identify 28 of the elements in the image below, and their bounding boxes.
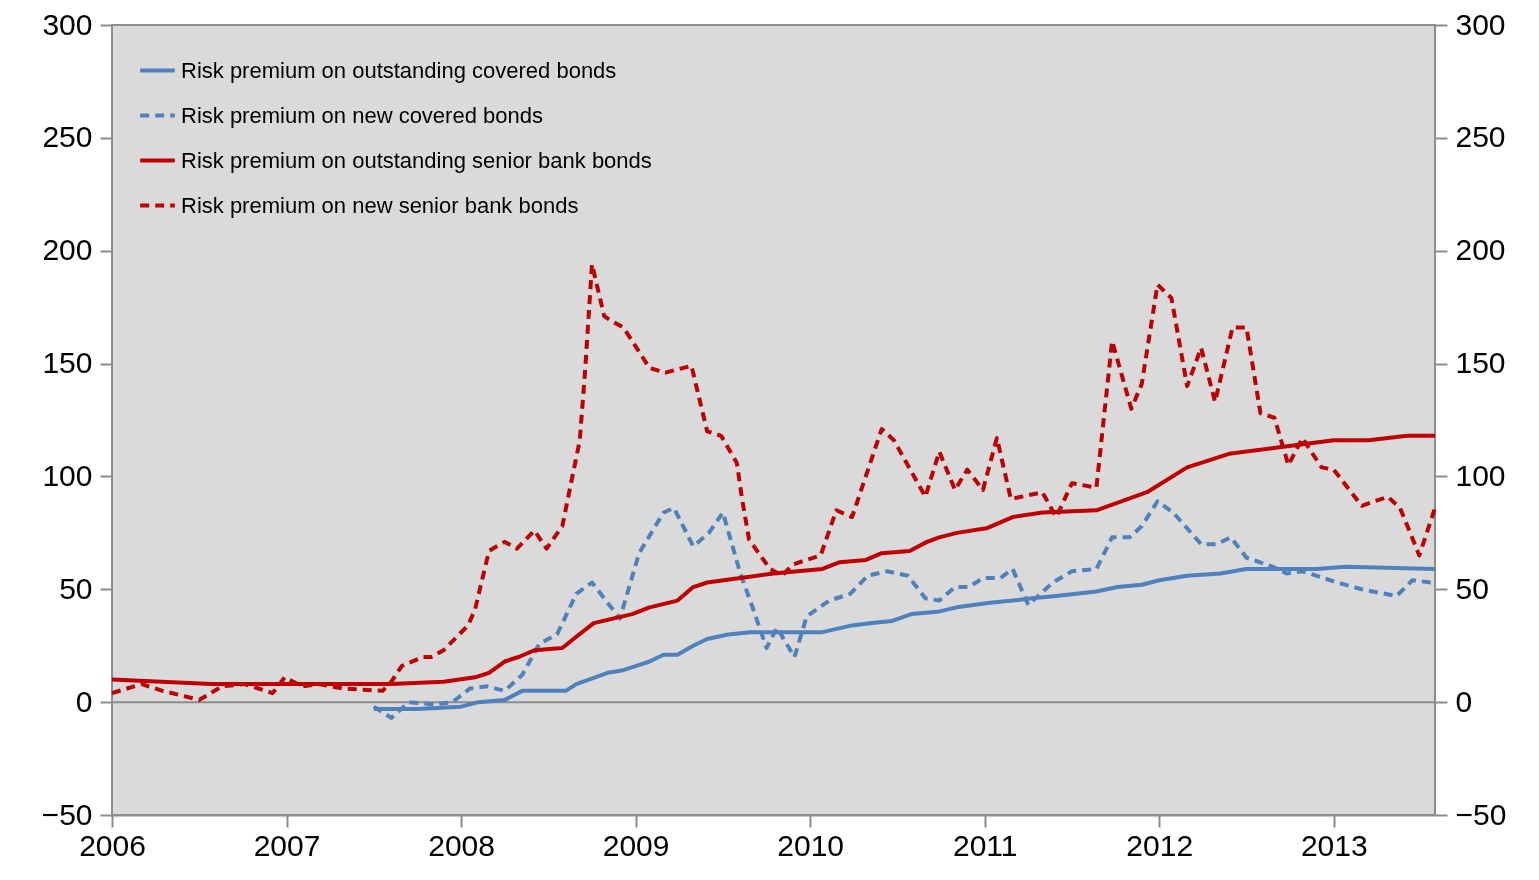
x-tick-label: 2006 <box>79 828 146 862</box>
x-tick-label: 2008 <box>428 828 495 862</box>
legend-label: Risk premium on new covered bonds <box>181 102 543 128</box>
y-tick-label: 100 <box>42 458 93 492</box>
y-tick-label: −50 <box>41 797 93 831</box>
x-tick-label: 2012 <box>1126 828 1194 862</box>
y-tick-label: 0 <box>75 684 93 718</box>
y2-tick-label: 250 <box>1455 120 1506 154</box>
y-tick-label: 150 <box>42 346 93 380</box>
y2-tick-label: 50 <box>1455 571 1489 605</box>
y-tick-label: 50 <box>59 571 93 605</box>
x-tick-label: 2007 <box>253 828 321 862</box>
legend-label: Risk premium on outstanding covered bonds <box>181 57 617 83</box>
legend-label: Risk premium on new senior bank bonds <box>181 192 579 218</box>
x-tick-label: 2011 <box>952 828 1018 862</box>
y2-tick-label: 150 <box>1455 346 1506 380</box>
y2-tick-label: −50 <box>1455 797 1507 831</box>
legend-label: Risk premium on outstanding senior bank bonds <box>181 147 652 173</box>
y-tick-label: 300 <box>42 7 93 41</box>
y2-tick-label: 100 <box>1455 458 1506 492</box>
y-tick-label: 250 <box>42 120 93 154</box>
y2-tick-label: 300 <box>1455 7 1506 41</box>
x-tick-label: 2009 <box>602 828 670 862</box>
x-tick-label: 2013 <box>1300 828 1368 862</box>
x-tick-label: 2010 <box>777 828 845 862</box>
y-tick-label: 200 <box>42 233 93 267</box>
y2-tick-label: 200 <box>1455 233 1506 267</box>
y2-tick-label: 0 <box>1455 684 1473 718</box>
